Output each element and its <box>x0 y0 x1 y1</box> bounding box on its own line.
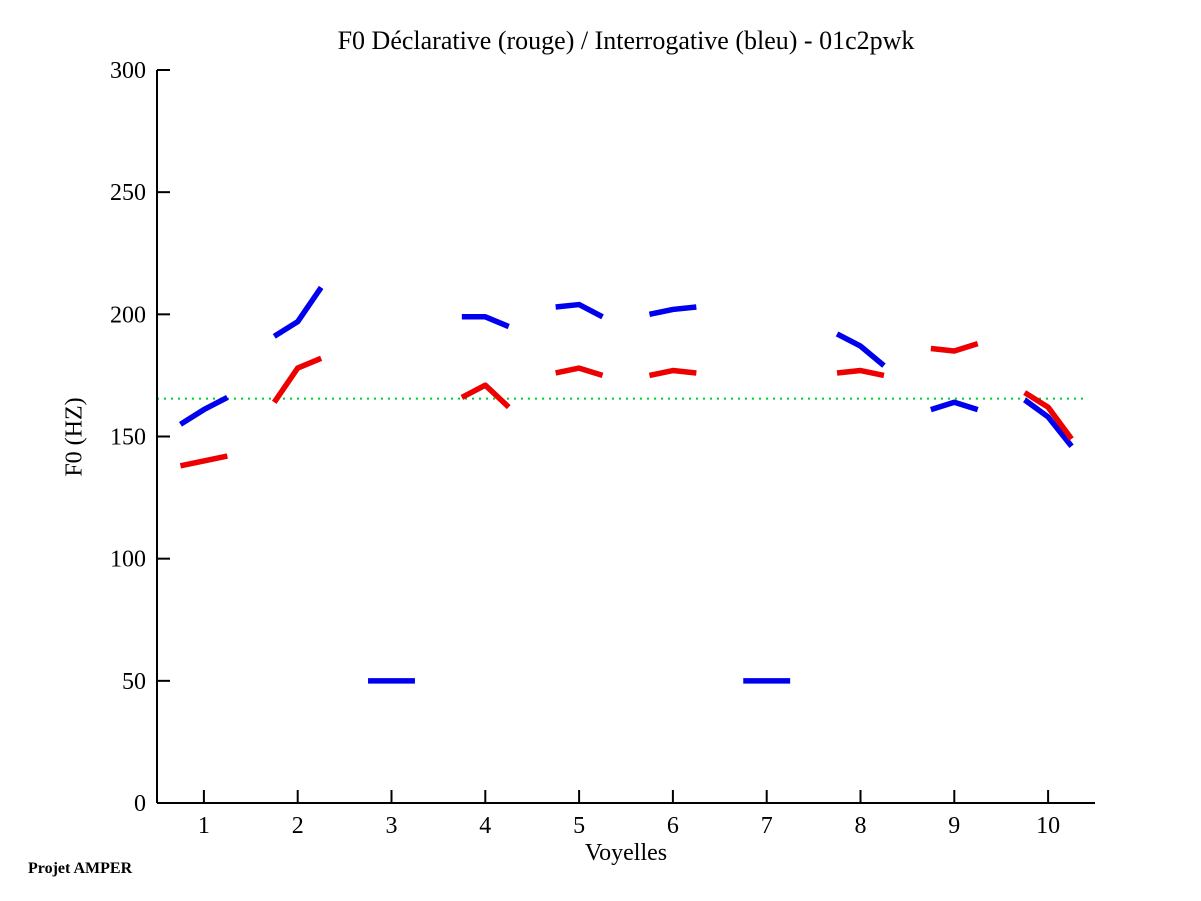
project-footer: Projet AMPER <box>28 860 133 877</box>
x-tick-label: 4 <box>479 813 491 839</box>
y-tick-label: 50 <box>122 669 146 695</box>
declarative-segment-2 <box>271 355 323 404</box>
interrogative-segment-5 <box>555 301 604 320</box>
y-tick-label: 200 <box>110 302 146 328</box>
y-tick-label: 100 <box>110 547 146 573</box>
x-tick-label: 1 <box>198 813 210 839</box>
declarative-segment-5 <box>648 367 697 379</box>
interrogative-segment-10 <box>1023 397 1074 448</box>
x-tick-label: 9 <box>948 813 960 839</box>
declarative-segment-1 <box>179 453 228 469</box>
interrogative-segment-1 <box>178 394 229 427</box>
declarative-segment-6 <box>836 367 885 379</box>
declarative-segment-8 <box>1023 390 1074 441</box>
x-tick-label: 7 <box>761 813 773 839</box>
interrogative-segment-9 <box>930 399 979 413</box>
declarative-segment-4 <box>555 365 604 379</box>
x-axis-label: Voyelles <box>584 840 668 866</box>
y-tick-label: 300 <box>110 58 146 84</box>
x-tick-label: 8 <box>855 813 867 839</box>
interrogative-segment-6 <box>648 304 697 318</box>
interrogative-segment-2 <box>272 285 324 339</box>
interrogative-segment-8 <box>835 331 886 368</box>
x-tick-label: 2 <box>292 813 304 839</box>
declarative-segment-3 <box>460 382 511 410</box>
interrogative-segment-4 <box>461 314 510 330</box>
y-tick-label: 250 <box>110 180 146 206</box>
declarative-segment-7 <box>930 341 979 354</box>
y-tick-label: 150 <box>110 425 146 451</box>
chart-title: F0 Déclarative (rouge) / Interrogative (… <box>337 26 915 55</box>
x-tick-label: 10 <box>1036 813 1060 839</box>
x-tick-label: 6 <box>667 813 679 839</box>
y-tick-label: 0 <box>134 791 146 817</box>
x-tick-label: 5 <box>573 813 585 839</box>
x-tick-label: 3 <box>386 813 398 839</box>
